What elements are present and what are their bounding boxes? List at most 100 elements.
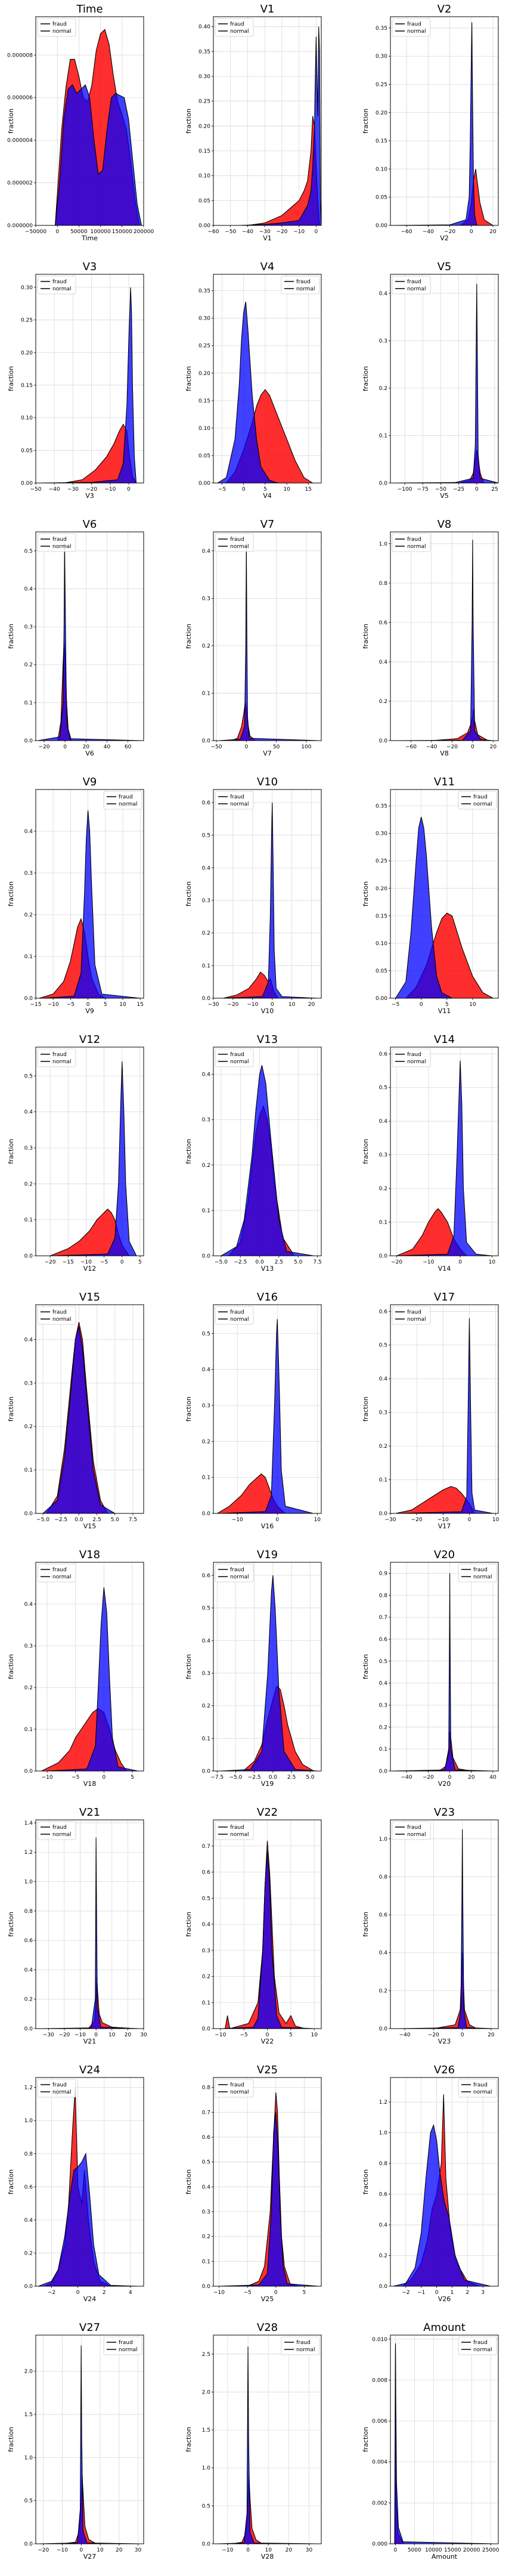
y-tick-label: 0.3	[379, 1410, 387, 1416]
x-tick-label: 10	[265, 2547, 272, 2553]
x-tick-label: −75	[417, 487, 429, 493]
x-tick-label: 0	[458, 1259, 462, 1265]
subplot-title: Amount	[423, 2321, 466, 2334]
y-tick-label: 0.2	[202, 1704, 210, 1710]
y-axis-label: fraction	[362, 1397, 370, 1422]
y-tick-label: 1.0	[379, 1837, 388, 1843]
y-axis-label: fraction	[7, 624, 15, 649]
x-tick-label: 30	[135, 2547, 142, 2553]
legend-label-normal: normal	[230, 1317, 249, 1323]
subplot-title: V13	[257, 1033, 278, 1046]
x-tick-label: −5	[218, 487, 226, 493]
y-tick-label: 0.3	[24, 1145, 33, 1151]
y-tick-label: 0.2	[379, 1186, 387, 1192]
legend-label-fraud: fraud	[230, 1052, 244, 1058]
x-tick-label: 15	[305, 487, 312, 493]
y-tick-label: 0.004	[372, 2460, 387, 2466]
y-tick-label: 0.4	[202, 549, 211, 555]
x-tick-label: −50	[211, 744, 222, 750]
legend-label-fraud: fraud	[230, 794, 244, 800]
legend-label-normal: normal	[473, 2347, 492, 2353]
y-tick-label: 0.2	[379, 2253, 387, 2259]
y-tick-label: 0.2	[202, 931, 210, 937]
x-tick-label: 0	[102, 1775, 106, 1781]
subplot-v23: V23 −40 −20 0 20 0.0 0.2 0.4 0.6 0.8 1.0 V23 fractio…	[362, 1806, 499, 2045]
y-tick-label: 0.30	[21, 285, 33, 291]
x-tick-label: −5	[72, 1775, 79, 1781]
x-axis-label: V15	[83, 1522, 97, 1530]
y-tick-label: 0.00	[376, 223, 387, 229]
legend-label-fraud: fraud	[230, 2082, 244, 2088]
x-tick-label: 0	[420, 1002, 423, 1008]
y-tick-label: 0.0	[24, 1769, 33, 1775]
y-tick-label: 0.1	[24, 954, 33, 960]
y-tick-label: 0.1	[202, 1736, 210, 1742]
x-axis-label: V7	[263, 750, 272, 757]
y-tick-label: 0.2	[24, 2250, 33, 2256]
y-axis-label: fraction	[362, 1139, 370, 1164]
density-area-normal	[239, 26, 321, 225]
y-tick-label: 0.00	[21, 481, 33, 487]
y-tick-label: 0.0	[24, 2284, 33, 2290]
subplot-amount: Amount 0 5000 10000 15000 20000 25000 0.000 0.00…	[362, 2321, 500, 2560]
x-tick-label: 20	[308, 1002, 315, 1008]
y-axis-label: fraction	[7, 109, 15, 134]
y-axis-label: fraction	[7, 366, 15, 391]
y-tick-label: 0.6	[379, 1912, 388, 1918]
density-area-normal	[54, 1061, 137, 1256]
y-tick-label: 0.00	[198, 481, 210, 487]
plot-frame	[35, 2334, 144, 2544]
y-tick-label: 0.5	[202, 2503, 210, 2509]
x-tick-label: −2	[402, 2290, 409, 2296]
density-area-normal	[38, 2152, 137, 2286]
y-tick-label: 0.0	[24, 2026, 33, 2032]
y-tick-label: 0.3	[379, 338, 387, 344]
subplot-title: Time	[76, 3, 103, 16]
y-tick-label: 0.4	[24, 1337, 33, 1343]
x-tick-label: 10000	[425, 2547, 442, 2553]
x-tick-label: 5.0	[294, 1259, 303, 1265]
x-tick-label: 5	[303, 2290, 306, 2296]
x-tick-label: 0	[274, 2290, 278, 2296]
plot-frame	[35, 531, 144, 741]
y-tick-label: 0.15	[21, 383, 33, 389]
legend-label-fraud: fraud	[296, 2340, 311, 2346]
x-tick-label: −10	[213, 2290, 225, 2296]
y-tick-label: 0.0	[24, 738, 33, 744]
legend-label-fraud: fraud	[473, 2082, 488, 2088]
subplot-title: V22	[257, 1806, 278, 1819]
x-tick-label: −100	[398, 487, 412, 493]
subplot-title: V10	[257, 776, 278, 788]
y-tick-label: 0.0	[379, 1511, 388, 1517]
y-tick-label: 0.0	[24, 1511, 33, 1517]
x-tick-label: 0	[79, 2547, 83, 2553]
y-tick-label: 1.5	[202, 2428, 210, 2433]
x-tick-label: 0	[242, 487, 246, 493]
y-tick-label: 0.10	[21, 416, 33, 422]
subplot-title: V28	[257, 2321, 278, 2334]
plot-frame	[35, 1819, 144, 2029]
legend-label-fraud: fraud	[52, 279, 67, 285]
subplot-title: V7	[260, 518, 275, 531]
y-tick-label: 0.1	[202, 963, 210, 969]
x-tick-label: 0	[468, 1517, 471, 1523]
plot-frame	[390, 531, 499, 741]
subplot-v22: V22−10 −5 0 5 100.00.10.20.30.40.50.60.7V22f…	[185, 1806, 322, 2045]
legend-label-fraud: fraud	[119, 2340, 133, 2346]
legend-label-normal: normal	[230, 2089, 249, 2095]
y-tick-label: 0.3	[202, 1403, 210, 1409]
x-tick-label: −7.5	[210, 1775, 224, 1781]
x-tick-label: −20	[446, 744, 458, 750]
y-tick-label: 0.008	[372, 2377, 387, 2383]
x-tick-label: −1	[417, 2290, 425, 2296]
subplot-title: V5	[438, 261, 452, 273]
y-tick-label: 0.6	[202, 2135, 211, 2141]
y-tick-label: 0.010	[372, 2337, 387, 2343]
x-tick-label: 20	[468, 1775, 475, 1781]
